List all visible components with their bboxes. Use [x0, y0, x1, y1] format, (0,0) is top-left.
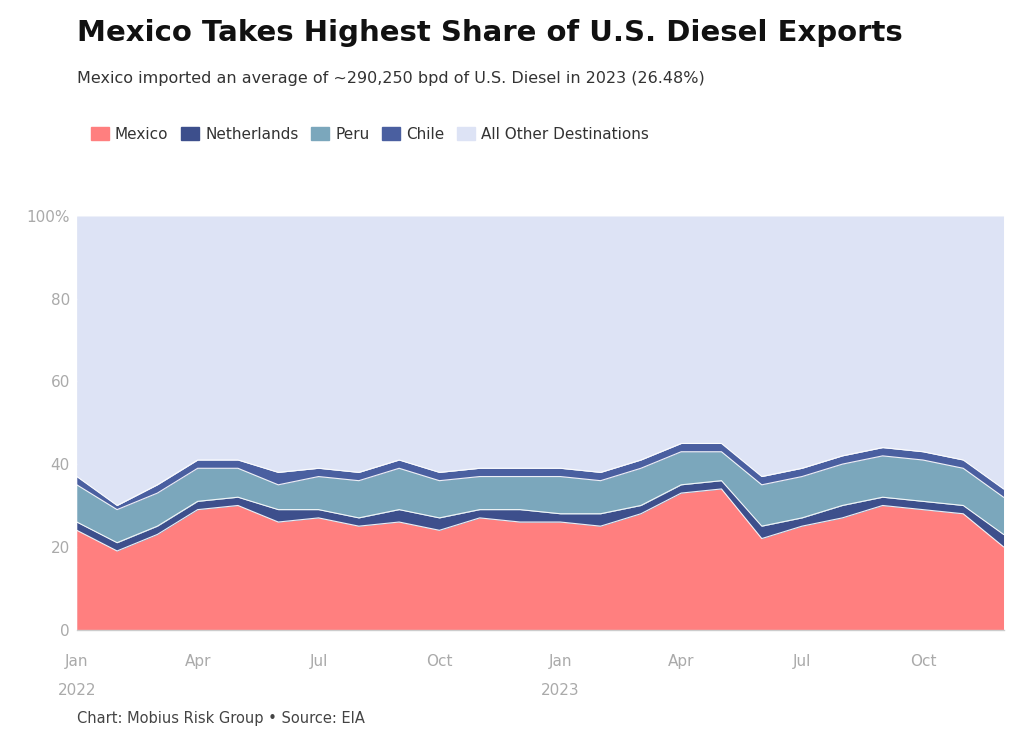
Text: Apr: Apr: [668, 654, 694, 669]
Text: Jul: Jul: [309, 654, 328, 669]
Text: Jan: Jan: [66, 654, 88, 669]
Text: Mexico Takes Highest Share of U.S. Diesel Exports: Mexico Takes Highest Share of U.S. Diese…: [77, 19, 902, 47]
Text: Oct: Oct: [426, 654, 453, 669]
Text: Chart: Mobius Risk Group • Source: EIA: Chart: Mobius Risk Group • Source: EIA: [77, 711, 365, 726]
Text: Jan: Jan: [549, 654, 572, 669]
Legend: Mexico, Netherlands, Peru, Chile, All Other Destinations: Mexico, Netherlands, Peru, Chile, All Ot…: [84, 121, 655, 148]
Text: Mexico imported an average of ~290,250 bpd of U.S. Diesel in 2023 (26.48%): Mexico imported an average of ~290,250 b…: [77, 71, 705, 86]
Text: 2023: 2023: [541, 683, 580, 698]
Text: Oct: Oct: [909, 654, 936, 669]
Text: Apr: Apr: [184, 654, 211, 669]
Text: Jul: Jul: [793, 654, 811, 669]
Text: 2022: 2022: [57, 683, 96, 698]
